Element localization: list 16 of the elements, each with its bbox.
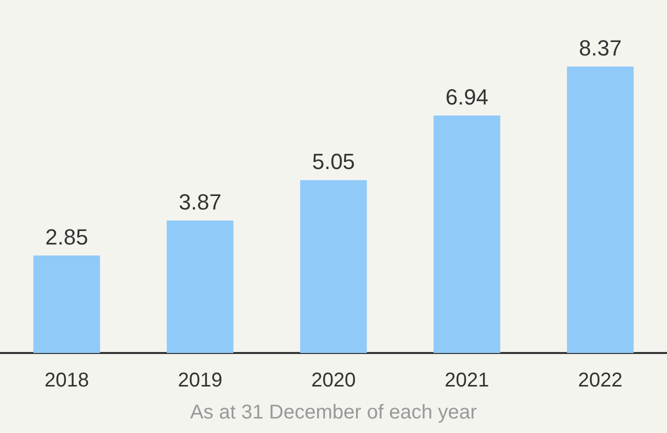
data-label: 8.37 <box>578 36 622 61</box>
data-label: 6.94 <box>445 84 488 110</box>
bar <box>434 116 500 353</box>
bar <box>166 220 234 353</box>
x-axis-title: As at 31 December of each year <box>190 402 478 424</box>
data-label: 2.85 <box>45 224 88 250</box>
x-tick-label: 2018 <box>44 370 89 392</box>
bar <box>566 66 634 353</box>
x-tick-label: 2022 <box>578 370 623 392</box>
bar <box>33 255 100 353</box>
data-label: 5.05 <box>312 149 355 174</box>
data-label: 3.87 <box>178 190 222 215</box>
x-tick-label: 2021 <box>444 370 490 392</box>
bar <box>300 180 367 353</box>
x-tick-label: 2020 <box>311 370 356 392</box>
x-tick-label: 2019 <box>178 370 222 392</box>
